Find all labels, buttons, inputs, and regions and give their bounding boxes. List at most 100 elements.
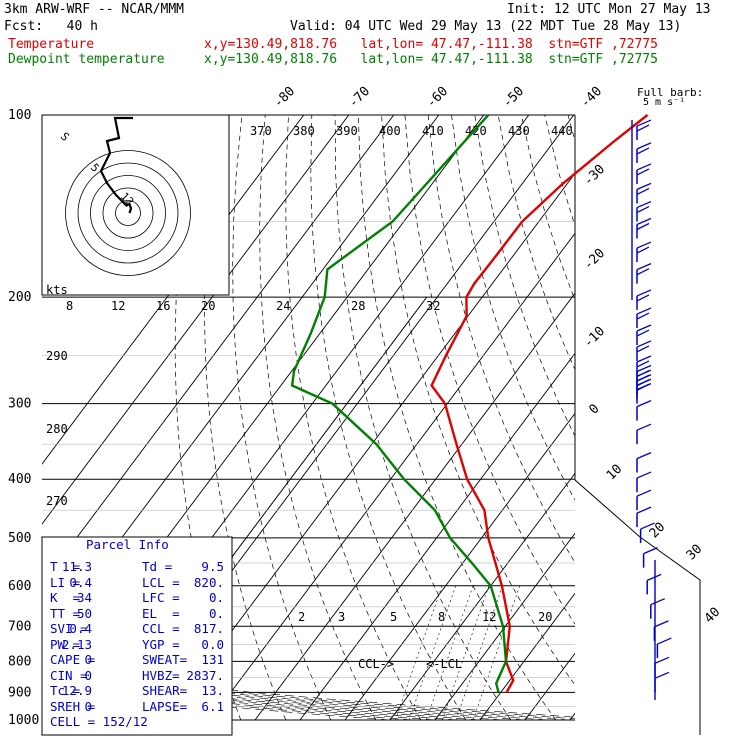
parcel-info-cell: 820. (193, 574, 224, 590)
wind-barb (636, 451, 652, 473)
parcel-info-panel: Parcel Info T = 11.3 Td = 9.5 LI = 0.4 LCL = 82… (42, 537, 232, 735)
dry-adiabat (357, 115, 557, 720)
dewpoint-location: x,y=130.49,818.76 lat,lon= 47.47,-111.38… (204, 52, 658, 67)
temp-tick--60: -60 (424, 84, 451, 111)
wind-barb (650, 598, 666, 619)
hodograph-speed-label-32: 32 (426, 299, 440, 313)
dry-adiabat (285, 115, 422, 720)
parcel-info-cell: CIN = (50, 667, 88, 683)
mixing-ratio-label-5: 5 (390, 610, 397, 624)
wind-barb (636, 182, 652, 204)
temp-tick--70: -70 (346, 84, 373, 111)
wind-barb (636, 471, 652, 493)
dry-adiabat (497, 115, 575, 371)
parcel-info-cell: LI = (50, 574, 81, 590)
parcel-info-cell: 817. (193, 621, 224, 636)
hodograph-speed-label-8: 8 (66, 299, 73, 313)
parcel-info-cell: 9.5 (201, 559, 224, 574)
parcel-info-cell: 50 (76, 605, 92, 621)
parcel-info-cell: 0. (208, 605, 224, 621)
wind-barb (636, 489, 652, 511)
wind-barb (654, 671, 670, 693)
temp-tick--40: -40 (578, 84, 605, 111)
isotherm (42, 115, 395, 585)
theta-e-label-440: 440 (551, 124, 573, 138)
parcel-info-cell: SVI = (50, 621, 88, 636)
parcel-info-cell: 2837. (186, 667, 224, 683)
parcel-info-cell: Tc = (50, 683, 81, 698)
theta-e-label-390: 390 (336, 124, 358, 138)
wind-barb (636, 142, 652, 163)
dewpoint-line (290, 114, 508, 693)
wind-barb (636, 307, 652, 329)
pressure-label-500: 500 (8, 531, 31, 546)
parcel-info-cell: SWEAT= (142, 652, 188, 667)
wind-barb (656, 637, 672, 659)
mixing-ratio-line (426, 585, 474, 720)
wind-barb (636, 324, 652, 346)
wind-barb (636, 423, 652, 445)
hodograph-ring (90, 175, 166, 251)
parcel-info-cell: HVBZ= (142, 667, 180, 683)
parcel-info-cell: T = (50, 559, 81, 574)
parcel-info-cell: 0.4 (69, 574, 92, 590)
hodograph-ring (77, 162, 179, 264)
isotherm (389, 472, 575, 720)
dry-adiabat (334, 115, 512, 720)
parcel-info-cell: 0 (84, 667, 92, 683)
parcel-info-cell: Td = (142, 559, 173, 574)
temp-tick--50: -50 (500, 84, 527, 111)
wind-barb (653, 620, 669, 641)
temp-tick-20: 20 (647, 520, 669, 542)
mixing-ratio-label-12: 12 (482, 610, 496, 624)
temp-tick--80: -80 (271, 84, 298, 111)
wind-barb (639, 522, 655, 544)
isotherm (164, 172, 575, 720)
mixing-ratio-label-20: 20 (538, 610, 552, 624)
hodograph-speed-label-16: 16 (156, 299, 170, 313)
dry-adiabat (521, 115, 575, 301)
parcel-info-cell: EL = (142, 605, 180, 621)
barb-legend-value: 5 m s⁻¹ (643, 97, 685, 108)
parcel-info-cell: 0.0 (201, 636, 224, 652)
hodograph-ring (65, 150, 191, 276)
dry-adiabat (259, 115, 377, 720)
dry-adiabat (427, 115, 575, 564)
theta-label-270: 270 (46, 494, 68, 508)
temp-tick-10: 10 (604, 462, 626, 484)
isotherm (299, 352, 575, 720)
pressure-label-100: 100 (8, 108, 31, 123)
parcel-info-cell: SREH = (50, 698, 96, 714)
wind-barb (636, 217, 652, 239)
dry-adiabat (232, 115, 332, 720)
wind-barb (636, 506, 652, 528)
parcel-info-cell: LAPSE= (142, 698, 188, 714)
parcel-info-cell: SHEAR= (142, 683, 188, 698)
dry-adiabat (684, 115, 740, 720)
parcel-info-cell: 34 (76, 590, 92, 605)
hodograph-box (41, 114, 230, 296)
wind-barb (636, 200, 652, 222)
parcel-info-cell: CAPE = (50, 652, 96, 667)
theta-e-label-430: 430 (508, 124, 530, 138)
hodograph-ring (102, 187, 154, 239)
mixing-ratio-label-8: 8 (438, 610, 445, 624)
forecast-hour: Fcst: 40 h (4, 19, 98, 34)
parcel-info-cell: TT = (50, 605, 81, 621)
wind-barb (636, 163, 652, 184)
pressure-label-400: 400 (8, 472, 31, 487)
parcel-info-cell: CCL = (142, 621, 180, 636)
isotherm (254, 292, 575, 720)
wind-barb (654, 656, 670, 678)
theta-label-280: 280 (46, 422, 68, 436)
isotherm (434, 532, 575, 720)
mixing-ratio-line (395, 585, 443, 720)
wind-barb (636, 400, 652, 421)
parcel-info-cell: 11.3 (61, 559, 92, 574)
pressure-label-200: 200 (8, 290, 31, 305)
pressure-label-1000: 1000 (8, 713, 39, 728)
parcel-info-cell: 0. (208, 590, 224, 605)
parcel-info-background (41, 536, 233, 736)
isotherm (344, 412, 575, 720)
dewpoint-legend: Dewpoint temperature (8, 52, 165, 67)
